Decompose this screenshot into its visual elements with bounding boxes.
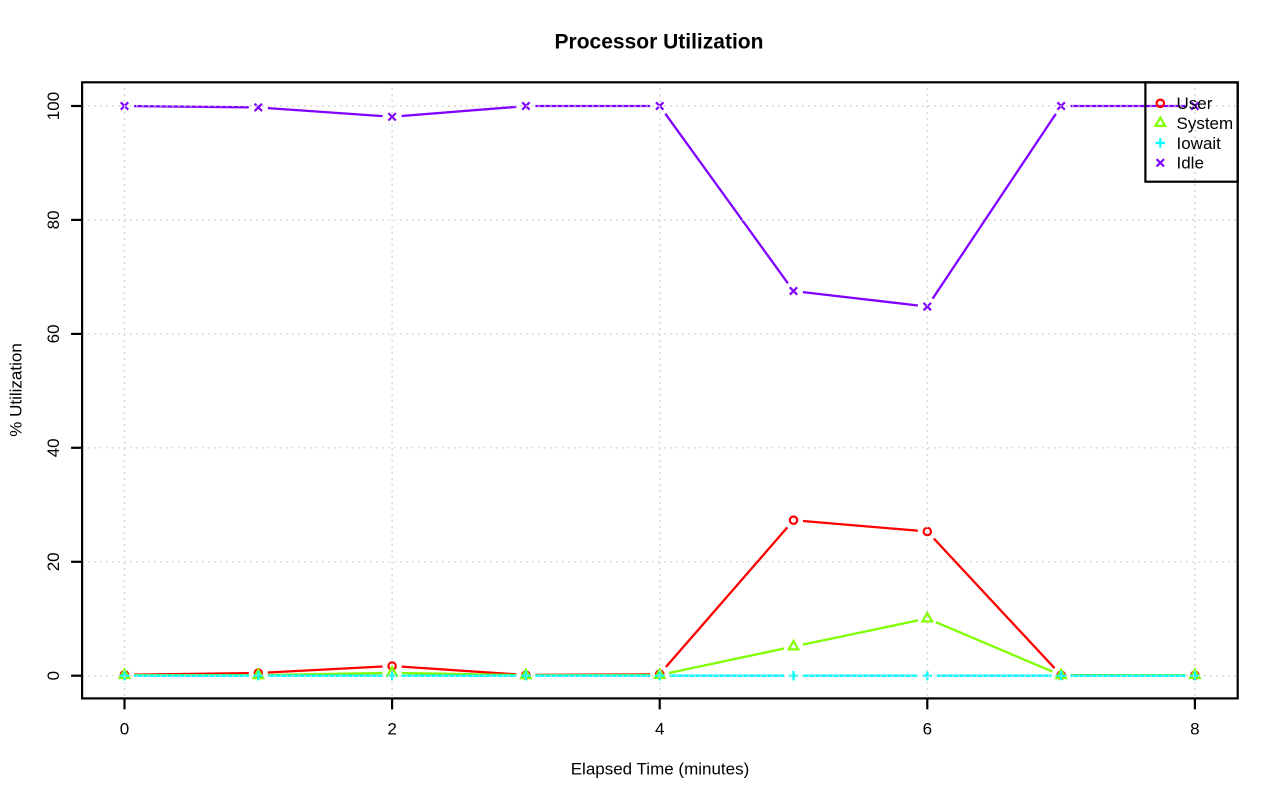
svg-text:Processor Utilization: Processor Utilization: [555, 31, 764, 54]
svg-text:8: 8: [1190, 720, 1199, 739]
svg-text:60: 60: [44, 324, 63, 343]
svg-text:Iowait: Iowait: [1177, 134, 1222, 153]
svg-text:System: System: [1177, 114, 1234, 133]
svg-text:100: 100: [44, 92, 63, 120]
svg-text:4: 4: [655, 720, 664, 739]
svg-text:2: 2: [387, 720, 396, 739]
svg-text:Elapsed Time (minutes): Elapsed Time (minutes): [571, 760, 750, 779]
svg-text:% Utilization: % Utilization: [7, 343, 26, 437]
svg-text:User: User: [1177, 94, 1213, 113]
svg-text:40: 40: [44, 438, 63, 457]
svg-text:0: 0: [44, 671, 63, 680]
svg-text:80: 80: [44, 210, 63, 229]
svg-text:6: 6: [923, 720, 932, 739]
svg-text:20: 20: [44, 552, 63, 571]
svg-text:0: 0: [120, 720, 129, 739]
svg-text:Idle: Idle: [1177, 154, 1204, 173]
